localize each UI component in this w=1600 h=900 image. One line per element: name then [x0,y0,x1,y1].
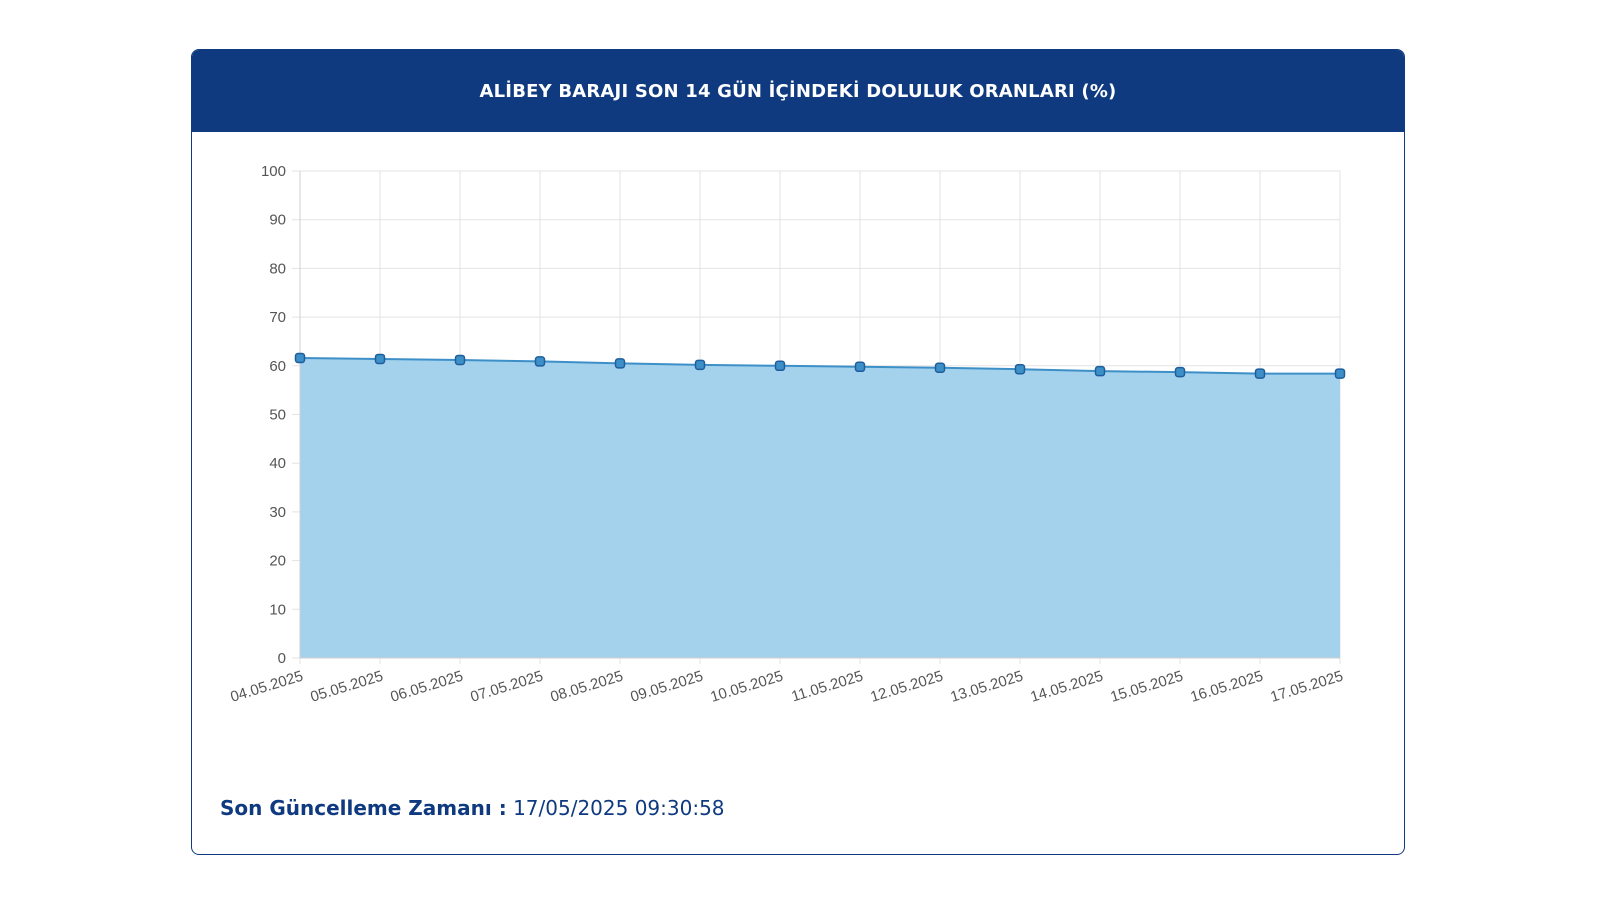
y-tick-label-100: 100 [261,163,286,180]
last-update: Son Güncelleme Zamanı : 17/05/2025 09:30… [220,796,725,820]
chart-title: ALİBEY BARAJI SON 14 GÜN İÇİNDEKİ DOLULU… [479,80,1117,102]
markers [294,352,1346,379]
y-tick-label-90: 90 [269,212,286,229]
series-area [300,358,1340,658]
x-tick-label-11: 15.05.2025 [1108,668,1185,706]
data-point-7 [854,361,866,373]
y-tick-label-80: 80 [269,260,286,277]
chart-card: ALİBEY BARAJI SON 14 GÜN İÇİNDEKİ DOLULU… [191,49,1405,855]
y-tick-label-0: 0 [278,650,286,667]
x-tick-label-3: 07.05.2025 [468,668,545,706]
x-tick-label-2: 06.05.2025 [388,668,465,706]
y-tick-label-50: 50 [269,407,286,424]
data-point-12 [1254,368,1266,379]
x-tick-label-7: 11.05.2025 [789,668,865,706]
y-tick-label-20: 20 [269,553,286,570]
data-point-0 [294,352,306,364]
x-tick-label-4: 08.05.2025 [548,668,625,706]
data-point-3 [534,356,546,367]
data-point-4 [614,358,626,369]
x-tick-label-12: 16.05.2025 [1188,668,1265,706]
chart-title-bar: ALİBEY BARAJI SON 14 GÜN İÇİNDEKİ DOLULU… [192,50,1404,132]
last-update-value: 17/05/2025 09:30:58 [513,796,725,820]
y-tick-label-60: 60 [269,358,286,375]
data-point-6 [774,360,786,372]
x-tick-label-5: 09.05.2025 [628,668,705,706]
area-layer [299,357,1340,658]
x-tick-label-13: 17.05.2025 [1268,668,1345,706]
x-tick-label-0: 04.05.2025 [228,668,305,706]
data-point-8 [934,362,946,373]
chart-svg: 0 10 20 30 40 50 60 70 80 90 100 04.05.2025 05.05.20… [228,163,1346,706]
y-tick-label-40: 40 [269,455,286,472]
x-tick-label-8: 12.05.2025 [868,668,945,706]
data-point-5 [694,359,706,371]
data-point-1 [374,353,386,365]
data-point-2 [454,354,466,366]
series-line [299,357,1340,375]
y-tick-label-70: 70 [269,309,286,326]
x-tick-label-10: 14.05.2025 [1028,668,1105,706]
x-tick-label-9: 13.05.2025 [948,668,1025,706]
y-tick-label-30: 30 [269,504,286,521]
x-tick-label-1: 05.05.2025 [308,668,385,706]
data-point-10 [1094,365,1106,377]
data-point-9 [1014,363,1026,375]
data-point-13 [1334,368,1346,379]
data-point-11 [1174,366,1186,378]
x-tick-label-6: 10.05.2025 [708,668,785,706]
y-tick-label-10: 10 [269,601,286,618]
last-update-label: Son Güncelleme Zamanı : [220,796,507,820]
